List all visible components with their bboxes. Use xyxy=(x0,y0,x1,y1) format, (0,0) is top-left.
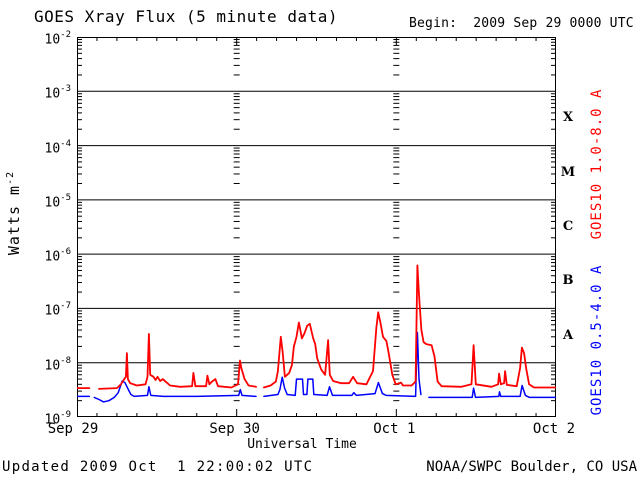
flux-class-label: X xyxy=(562,110,574,126)
x-tick-label: Sep 30 xyxy=(209,421,260,437)
x-axis-label: Universal Time xyxy=(247,437,357,452)
flux-class-label: B xyxy=(562,273,574,289)
legend-short-channel: GOES10 0.5-4.0 A xyxy=(589,264,605,416)
updated-timestamp: Updated 2009 Oct 1 22:00:02 UTC xyxy=(2,459,314,475)
y-axis-label: Watts m-2 xyxy=(5,170,23,256)
page-title: GOES Xray Flux (5 minute data) xyxy=(34,7,338,26)
y-tick-label: 10-8 xyxy=(44,355,72,374)
y-tick-label: 10-7 xyxy=(44,301,72,319)
begin-timestamp: Begin: 2009 Sep 29 0000 UTC xyxy=(409,16,634,31)
flux-class-label: M xyxy=(560,164,576,180)
legend-long-channel: GOES10 1.0-8.0 A xyxy=(589,88,605,240)
y-tick-label: 10-5 xyxy=(44,192,72,211)
y-tick-label: 10-2 xyxy=(44,30,72,48)
y-tick-label: 10-6 xyxy=(44,247,72,265)
y-tick-label: 10-4 xyxy=(44,138,72,156)
plot-canvas xyxy=(76,37,557,417)
flux-class-label: C xyxy=(562,219,574,234)
x-tick-label: Oct 1 xyxy=(373,421,416,437)
y-tick-label: 10-3 xyxy=(44,84,72,102)
flux-class-label: A xyxy=(562,327,574,343)
xray-flux-plot xyxy=(76,37,557,417)
y-tick-label: 10-9 xyxy=(44,410,72,428)
source-credit: NOAA/SWPC Boulder, CO USA xyxy=(426,459,637,475)
x-tick-label: Oct 2 xyxy=(532,421,576,437)
x-tick-label: Sep 29 xyxy=(47,421,99,437)
